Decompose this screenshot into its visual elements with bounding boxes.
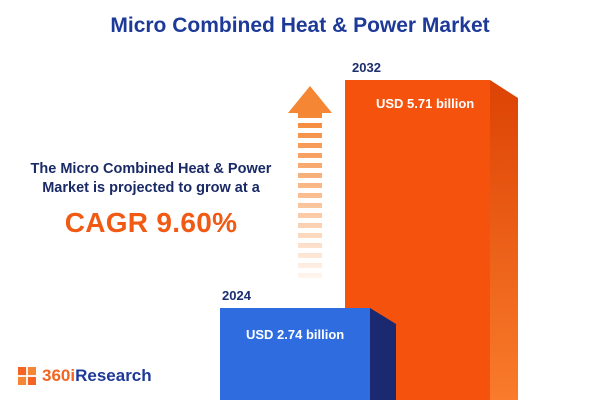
year-label-2032: 2032 [352, 60, 381, 75]
description-line-1: The Micro Combined Heat & Power [30, 161, 272, 177]
brand-logo: 360iResearch [18, 366, 152, 386]
arrow-head-icon [288, 86, 332, 113]
value-label-2024: USD 2.74 billion [246, 327, 345, 342]
brand-prefix: 360i [42, 366, 76, 385]
brand-text: 360iResearch [42, 366, 152, 386]
growth-arrow-icon [288, 86, 332, 282]
bar-2032-side-face [490, 80, 518, 400]
value-label-2032: USD 5.71 billion [376, 96, 475, 111]
projection-description: The Micro Combined Heat & Power Market i… [12, 160, 290, 239]
description-line-2: Market is projected to grow at a [42, 180, 260, 197]
chart-title: Micro Combined Heat & Power Market [110, 14, 490, 37]
arrow-body-dashes [298, 113, 322, 278]
logo-mark-icon [18, 367, 36, 385]
bar-2024 [220, 308, 370, 400]
bar-2024-side-face [370, 308, 396, 400]
brand-suffix: Research [75, 366, 152, 385]
year-label-2024: 2024 [222, 288, 251, 303]
cagr-value: CAGR 9.60% [64, 207, 238, 239]
